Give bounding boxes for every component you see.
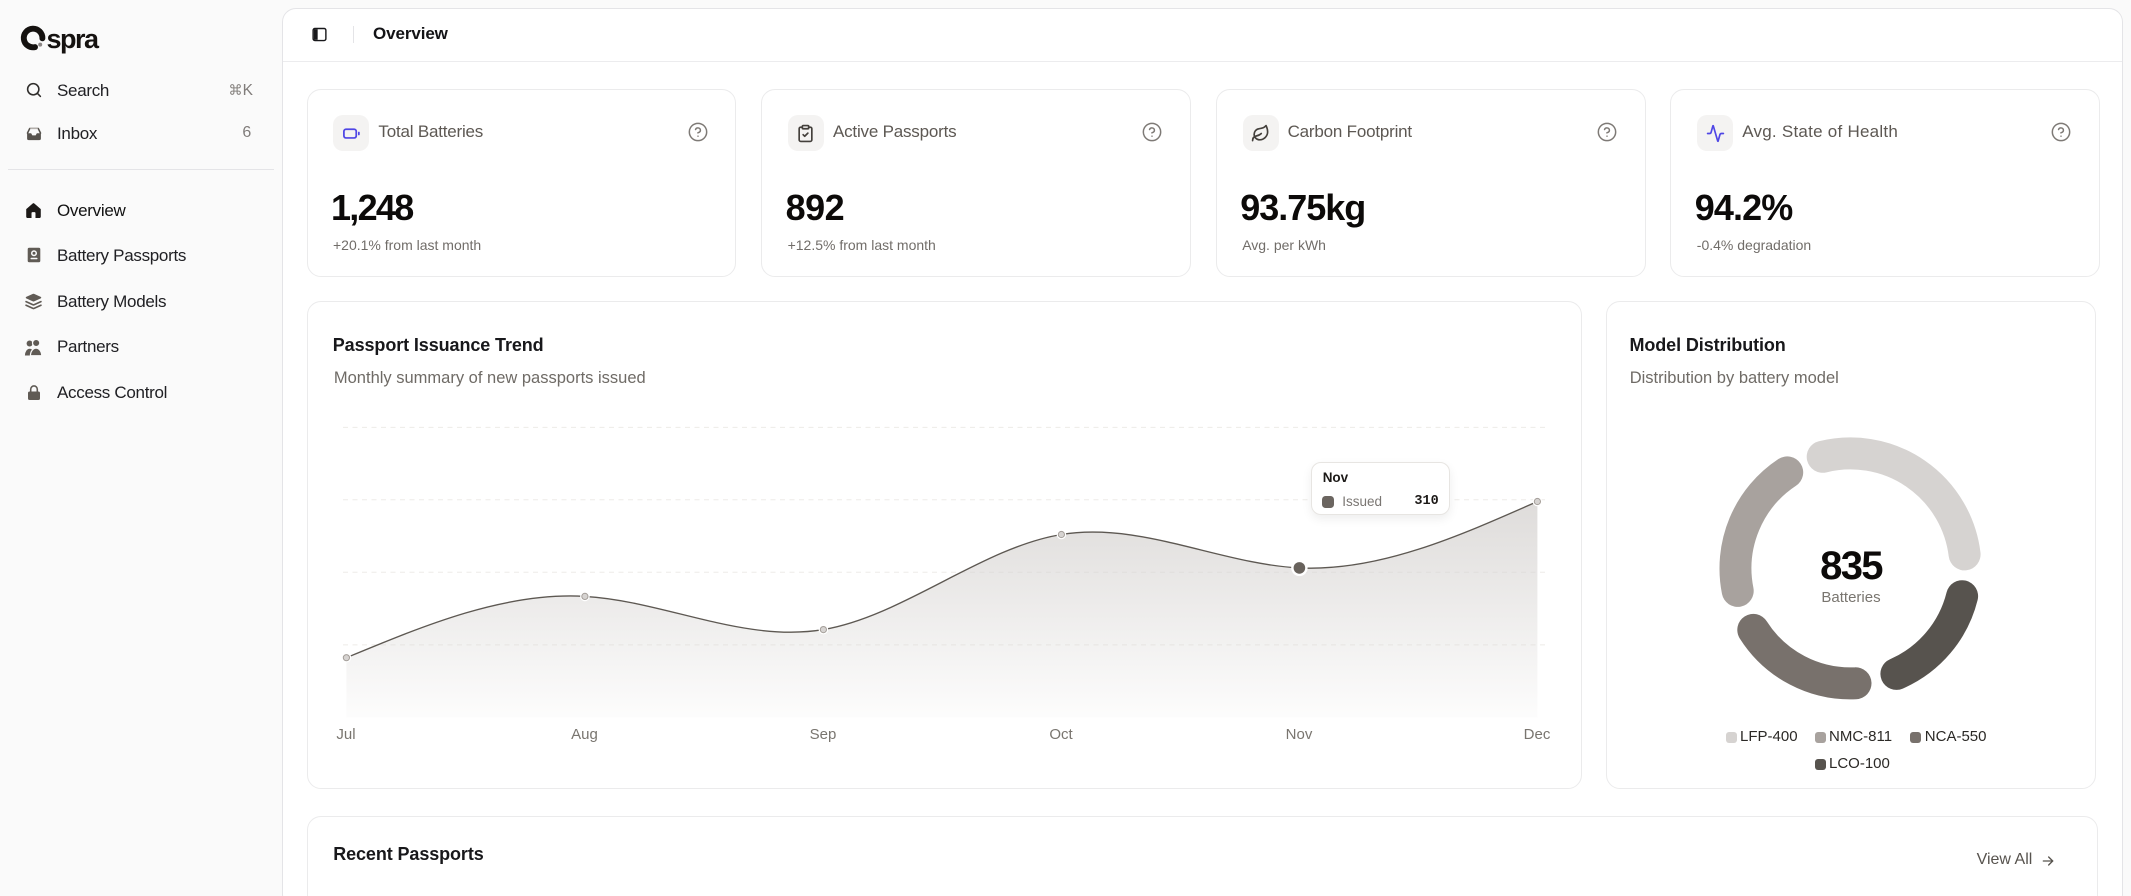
svg-text:spra: spra	[47, 24, 101, 54]
